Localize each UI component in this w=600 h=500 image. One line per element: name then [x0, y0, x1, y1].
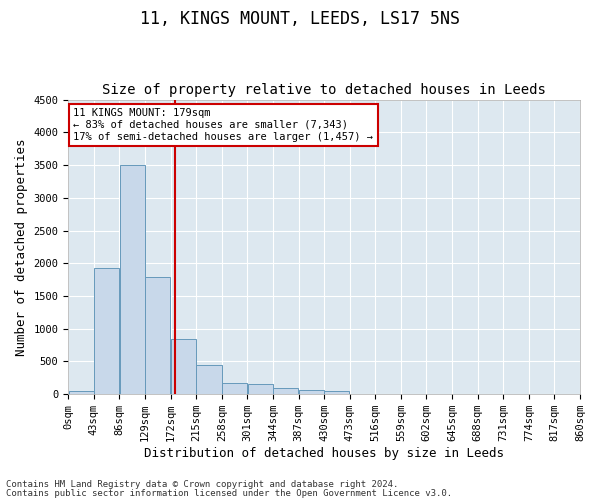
Bar [325, 390, 349, 394]
X-axis label: Distribution of detached houses by size in Leeds: Distribution of detached houses by size … [144, 447, 504, 460]
Bar [68, 391, 94, 394]
Text: Contains public sector information licensed under the Open Government Licence v3: Contains public sector information licen… [6, 488, 452, 498]
Bar [94, 268, 119, 394]
Bar [222, 383, 247, 394]
Title: Size of property relative to detached houses in Leeds: Size of property relative to detached ho… [102, 83, 546, 97]
Bar [248, 384, 273, 394]
Y-axis label: Number of detached properties: Number of detached properties [15, 138, 28, 356]
Bar [145, 277, 170, 394]
Bar [120, 165, 145, 394]
Text: 11 KINGS MOUNT: 179sqm
← 83% of detached houses are smaller (7,343)
17% of semi-: 11 KINGS MOUNT: 179sqm ← 83% of detached… [73, 108, 373, 142]
Bar [196, 365, 221, 394]
Text: 11, KINGS MOUNT, LEEDS, LS17 5NS: 11, KINGS MOUNT, LEEDS, LS17 5NS [140, 10, 460, 28]
Bar [171, 339, 196, 394]
Text: Contains HM Land Registry data © Crown copyright and database right 2024.: Contains HM Land Registry data © Crown c… [6, 480, 398, 489]
Bar [299, 390, 324, 394]
Bar [273, 388, 298, 394]
